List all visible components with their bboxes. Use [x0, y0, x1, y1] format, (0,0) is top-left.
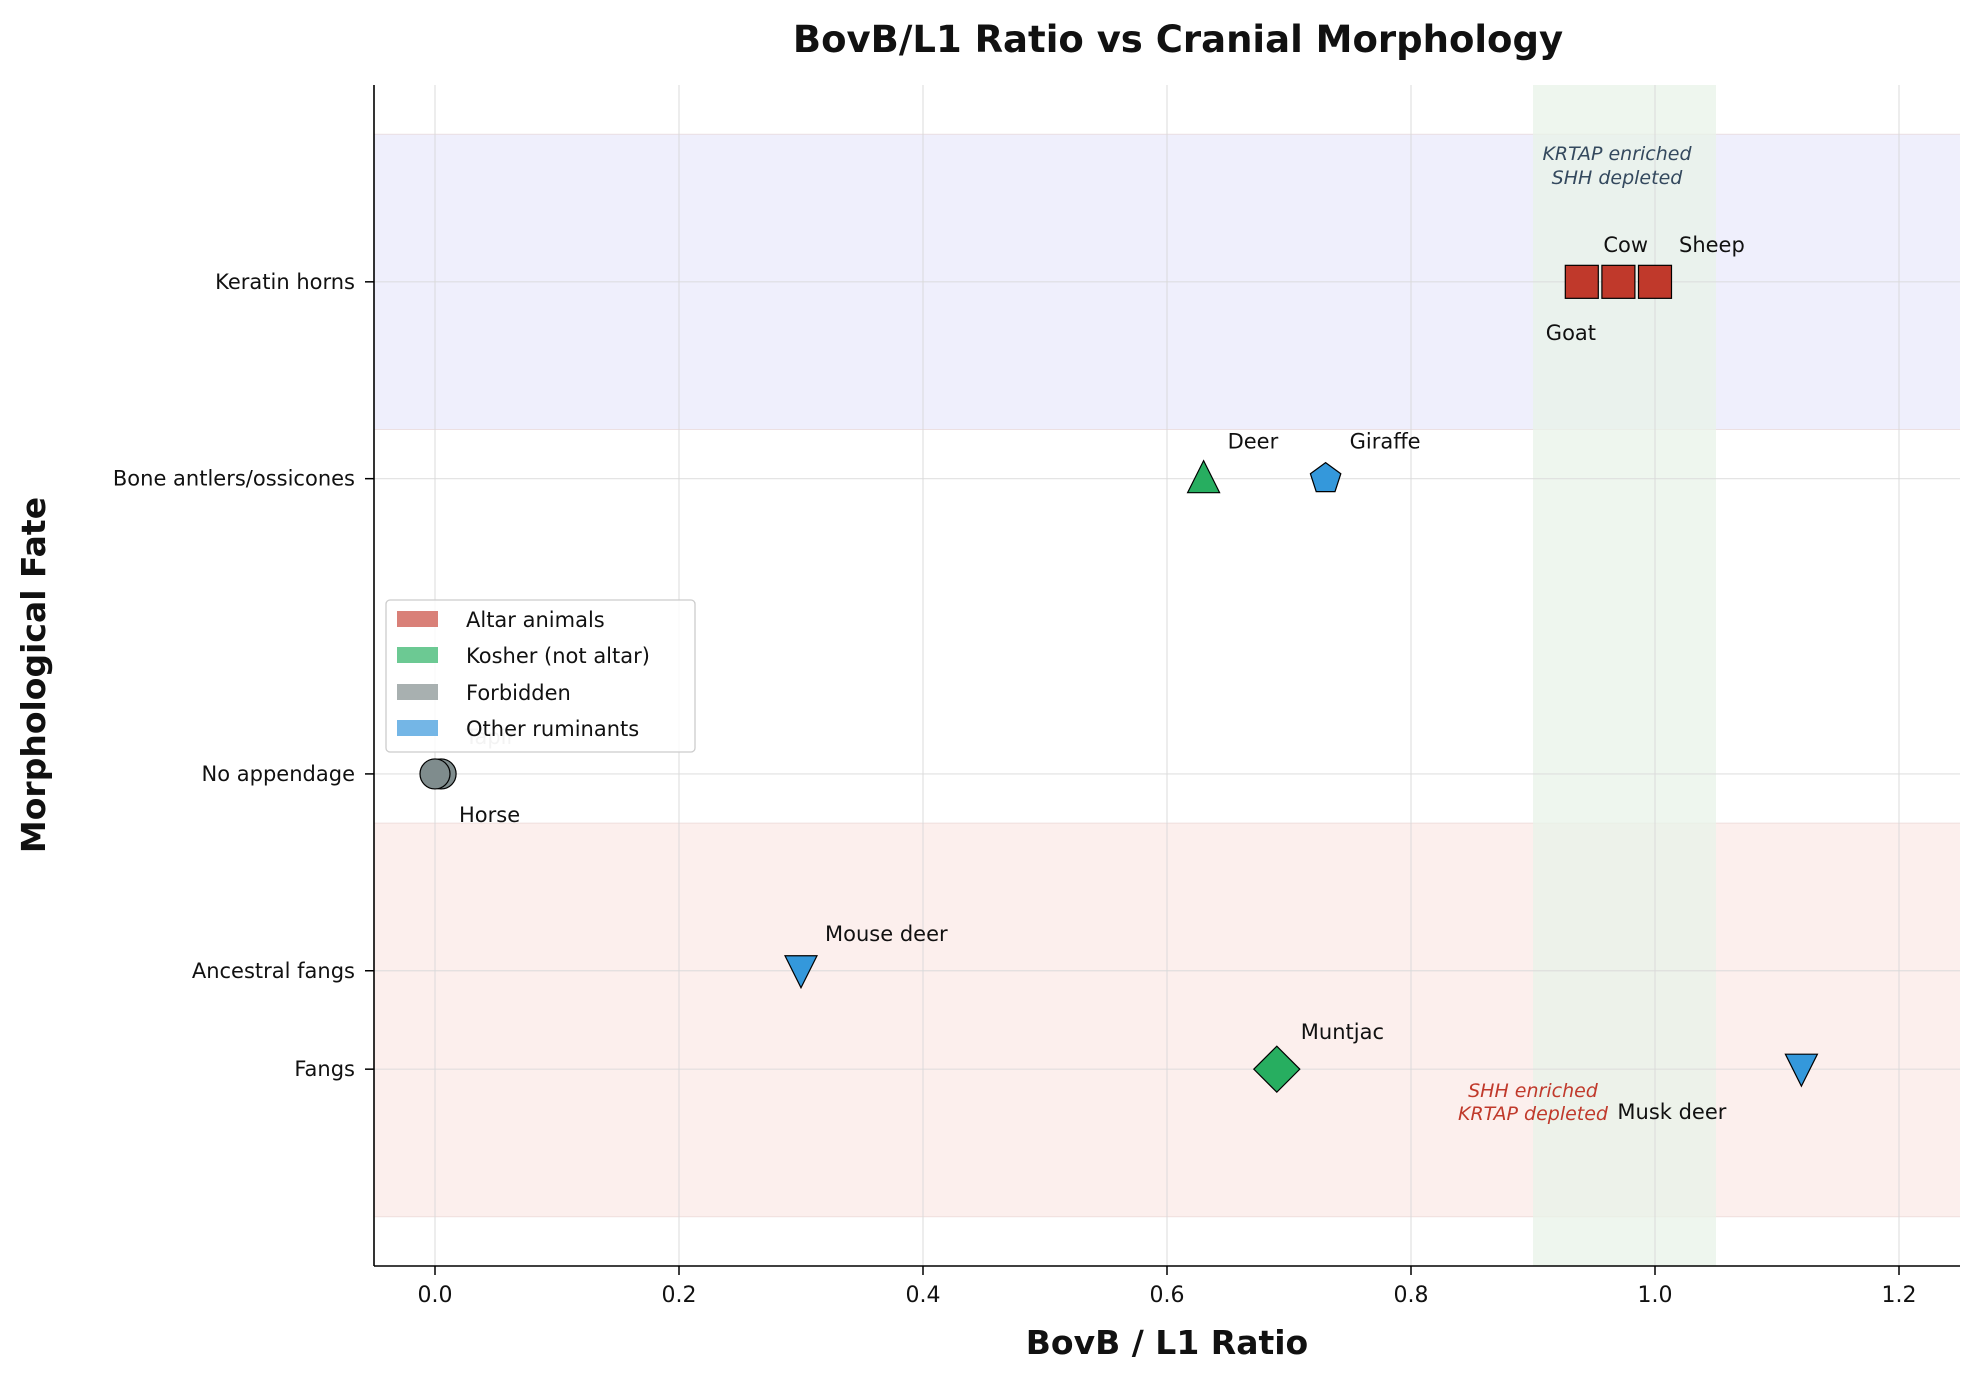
legend-label-forbidden: Forbidden — [466, 681, 571, 705]
legend: Altar animals Kosher (not altar) Forbidd… — [385, 599, 696, 753]
marker-goat — [1564, 264, 1599, 299]
legend-swatch-other — [397, 720, 438, 736]
annotation-krtap-depleted: KRTAP depleted — [1458, 1103, 1609, 1125]
annotation-shh-depleted: SHH depleted — [1552, 167, 1684, 189]
y-tick-label: Ancestral fangs — [192, 959, 355, 983]
legend-swatch-forbidden — [397, 684, 438, 700]
label-sheep: Sheep — [1679, 233, 1745, 257]
marker-deer — [1186, 459, 1221, 494]
chart-title: BovB/L1 Ratio vs Cranial Morphology — [793, 18, 1563, 61]
y-axis-label: Morphological Fate — [14, 497, 53, 853]
y-tick-label: No appendage — [202, 762, 355, 786]
y-tick-label: Bone antlers/ossicones — [113, 467, 355, 491]
marker-muntjac — [1252, 1045, 1301, 1094]
marker-cow — [1601, 264, 1636, 299]
x-tick-label: 1.2 — [1882, 1283, 1917, 1308]
point-labels: CowSheepGoatDeerGiraffeHorseTapirMouse d… — [459, 233, 1745, 1124]
label-giraffe: Giraffe — [1350, 430, 1421, 454]
y-ticks: Keratin horns Bone antlers/ossicones No ap… — [113, 270, 374, 1081]
legend-swatch-kosher — [397, 647, 438, 663]
y-tick-label: Fangs — [294, 1057, 355, 1081]
legend-label-altar: Altar animals — [466, 608, 605, 632]
x-tick-label: 1.0 — [1638, 1283, 1673, 1308]
marker-mouse-deer — [784, 955, 818, 990]
label-goat: Goat — [1546, 321, 1596, 345]
marker-giraffe — [1309, 461, 1342, 493]
legend-frame — [385, 599, 696, 753]
marker-horse — [419, 758, 451, 790]
label-horse: Horse — [459, 803, 520, 827]
y-tick-label: Keratin horns — [215, 270, 355, 294]
x-ticks: 0.0 0.2 0.4 0.6 0.8 1.0 1.2 — [418, 1266, 1917, 1308]
label-mouse-deer: Mouse deer — [825, 922, 948, 946]
legend-swatch-altar — [397, 611, 438, 627]
x-tick-label: 0.2 — [662, 1283, 697, 1308]
label-musk-deer: Musk deer — [1617, 1100, 1726, 1124]
marker-musk-deer — [1784, 1053, 1819, 1088]
annotation-krtap-enriched: KRTAP enriched — [1542, 143, 1692, 165]
label-cow: Cow — [1603, 233, 1648, 257]
x-tick-label: 0.0 — [418, 1283, 453, 1308]
legend-label-other: Other ruminants — [466, 717, 639, 741]
label-deer: Deer — [1228, 430, 1279, 454]
x-tick-label: 0.8 — [1394, 1283, 1429, 1308]
data-markers — [419, 264, 1819, 1094]
x-axis-label: BovB / L1 Ratio — [1026, 1323, 1308, 1362]
x-tick-label: 0.6 — [1150, 1283, 1185, 1308]
annotations: KRTAP enriched SHH depleted SHH enriched… — [1458, 143, 1692, 1125]
legend-label-kosher: Kosher (not altar) — [466, 644, 650, 668]
label-muntjac: Muntjac — [1301, 1020, 1384, 1044]
x-tick-label: 0.4 — [906, 1283, 941, 1308]
annotation-shh-enriched: SHH enriched — [1468, 1080, 1599, 1102]
marker-sheep — [1637, 264, 1673, 299]
